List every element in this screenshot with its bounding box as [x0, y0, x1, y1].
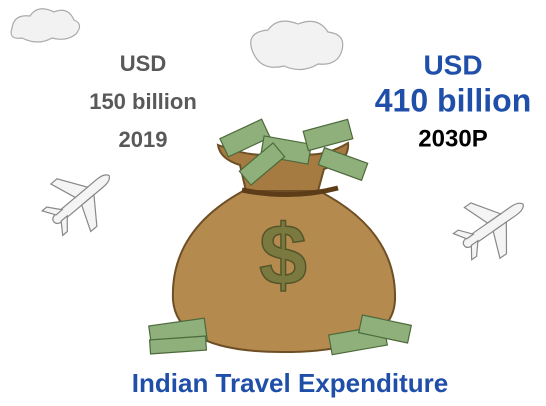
- left-amount: 150 billion: [89, 89, 197, 114]
- right-currency: USD: [423, 49, 482, 80]
- dollar-sign: $: [259, 208, 307, 304]
- airplane: [32, 152, 129, 247]
- cloud: [251, 21, 343, 69]
- cloud: [11, 9, 79, 42]
- airplane: [445, 179, 541, 272]
- left-currency: USD: [120, 51, 166, 76]
- title: Indian Travel Expenditure: [132, 368, 448, 398]
- left-year: 2019: [119, 127, 168, 152]
- infographic: $ USD 150 billion 2019 USD 410 billion 2…: [0, 0, 546, 406]
- right-year: 2030P: [418, 125, 487, 152]
- right-amount: 410 billion: [375, 82, 531, 118]
